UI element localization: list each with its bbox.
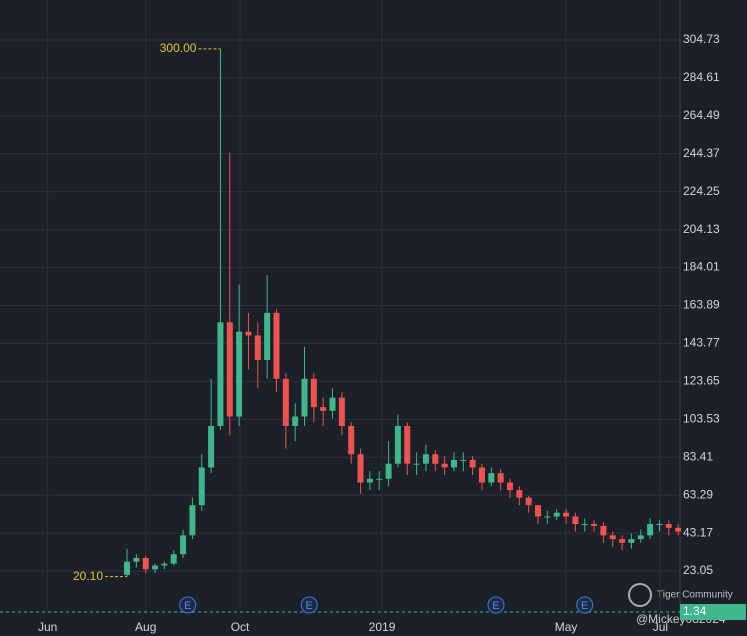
candle-body [142, 557, 149, 570]
event-label: E [492, 600, 499, 612]
candle-body [675, 527, 682, 532]
watermark-brand: Tiger Community [657, 590, 733, 601]
candle-body [124, 561, 131, 575]
candle-body [301, 378, 308, 417]
y-tick-label: 143.77 [683, 336, 720, 350]
candle-body [338, 397, 345, 426]
y-tick-label: 103.53 [683, 411, 720, 425]
candle-body [460, 459, 467, 461]
candle-body [152, 565, 159, 570]
event-marker [576, 596, 594, 614]
y-tick-label: 224.25 [683, 184, 720, 198]
candle-body [450, 459, 457, 468]
y-tick-label: 184.01 [683, 260, 720, 274]
candle-body [656, 524, 663, 526]
candle-body [432, 454, 439, 464]
candle-body [273, 312, 280, 379]
y-tick-label: 43.17 [683, 525, 713, 539]
x-tick-label: Oct [231, 620, 250, 634]
candle-body [170, 554, 177, 564]
candle-body [581, 524, 588, 526]
candle-body [208, 425, 215, 468]
candle-body [226, 322, 233, 417]
y-tick-label: 264.49 [683, 108, 720, 122]
candle-body [320, 407, 327, 411]
candle-body [553, 512, 560, 517]
candle-body [647, 524, 654, 536]
candle-body [161, 563, 168, 566]
candle-body [469, 459, 476, 468]
candle-body [329, 397, 336, 411]
candle-body [637, 535, 644, 540]
candle-body [254, 335, 261, 360]
candle-body [348, 425, 355, 455]
candle-body [422, 454, 429, 464]
x-tick-label: Jun [38, 620, 57, 634]
candle-body [310, 378, 317, 408]
y-tick-label: 83.41 [683, 449, 713, 463]
y-tick-label: 23.05 [683, 563, 713, 577]
y-tick-label: 123.65 [683, 374, 720, 388]
event-marker [487, 596, 505, 614]
y-tick-label: 204.13 [683, 222, 720, 236]
candle-body [264, 312, 271, 360]
candle-body [478, 467, 485, 483]
y-tick-label: 304.73 [683, 32, 720, 46]
event-marker [300, 596, 318, 614]
event-marker [179, 596, 197, 614]
candle-body [217, 322, 224, 426]
y-tick-label: 244.37 [683, 146, 720, 160]
candle-body [366, 478, 373, 483]
watermark-logo [628, 583, 652, 607]
last-price-box [680, 604, 746, 620]
event-label: E [306, 600, 313, 612]
annotation-label: 20.10 [73, 569, 103, 583]
x-tick-label: May [555, 620, 578, 634]
candle-body [525, 497, 532, 506]
y-tick-label: 163.89 [683, 298, 720, 312]
candle-body [600, 525, 607, 536]
candle-body [544, 516, 551, 518]
candle-body [591, 524, 598, 526]
y-tick-label: 63.29 [683, 487, 713, 501]
candle-body [516, 490, 523, 498]
candle-body [619, 539, 626, 543]
grid [0, 0, 680, 612]
candle-body [563, 512, 570, 517]
candle-body [665, 524, 672, 528]
candle-body [282, 378, 289, 426]
candle-body [497, 473, 504, 483]
candle-body [357, 454, 364, 483]
last-price-label: 1.34 [683, 604, 707, 618]
candle-body [180, 535, 187, 555]
event-label: E [581, 600, 588, 612]
candle-body [628, 539, 635, 543]
candle-body [236, 331, 243, 417]
candle-body [507, 482, 513, 491]
candle-body [394, 425, 401, 464]
x-tick-label: 2019 [369, 620, 396, 634]
candle-body [292, 416, 299, 426]
x-tick-label: Aug [135, 620, 156, 634]
y-tick-label: 284.61 [683, 70, 720, 84]
candle-body [133, 557, 140, 562]
candle-body [572, 516, 579, 525]
x-tick-label: Jul [653, 620, 668, 634]
candle-body [413, 463, 420, 465]
candle-body [245, 331, 252, 336]
candle-body [488, 473, 495, 483]
annotation-label: 300.00 [160, 41, 197, 55]
candle-body [385, 463, 392, 479]
candle-body [404, 425, 411, 464]
candle-body [198, 467, 205, 506]
candle-body [376, 478, 383, 480]
candle-body [609, 535, 616, 540]
candle-body [535, 505, 542, 517]
candle-body [189, 505, 196, 536]
candle-body [441, 463, 448, 468]
event-label: E [184, 600, 191, 612]
